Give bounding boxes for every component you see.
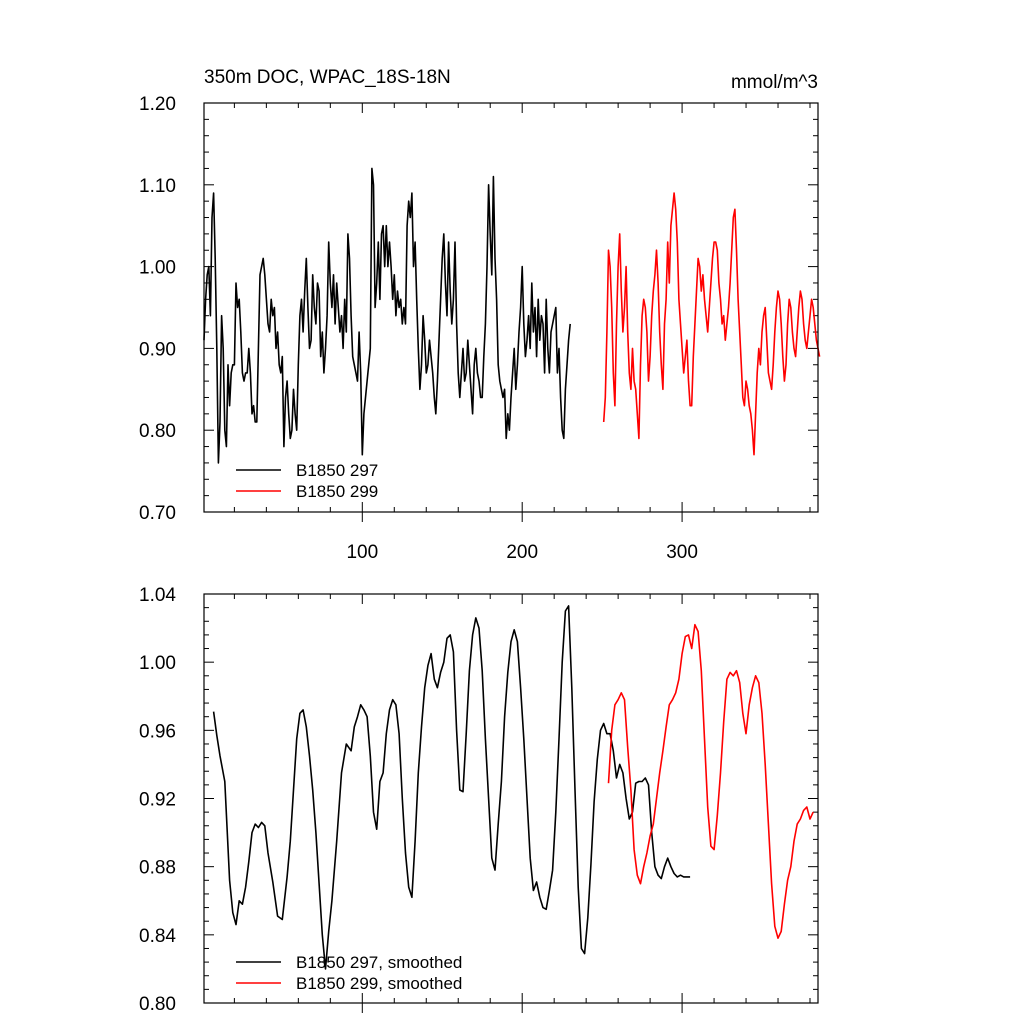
- series-line-b1850-297-smoothed: [212, 605, 691, 970]
- legend-label-b1850-299-smoothed: B1850 299, smoothed: [296, 974, 462, 993]
- top-panel-frame: [203, 102, 819, 513]
- bottom-panel: 0.80 0.84 0.88 0.92 0.96 1.00 1.04 B1850 297, …: [139, 585, 819, 1015]
- y-tick-label: 0.92: [139, 790, 176, 811]
- y-tick-label: 0.90: [139, 339, 176, 360]
- series-line-b1850-297: [203, 167, 571, 464]
- top-panel-series: [203, 167, 821, 464]
- series-line-b1850-299: [602, 192, 821, 456]
- x-tick-label: 100: [346, 542, 378, 563]
- bottom-panel-frame: [203, 593, 819, 1004]
- y-tick-label: 1.00: [139, 653, 176, 674]
- bottom-panel-legend: B1850 297, smoothed B1850 299, smoothed: [236, 953, 462, 993]
- top-panel-ticks: 0.70 0.80 0.90 1.00 1.10 1.20 100 200 300: [139, 94, 818, 563]
- top-panel: 350m DOC, WPAC_18S-18N mmol/m^3 0.70 0.80…: [139, 67, 821, 563]
- y-tick-label: 1.20: [139, 94, 176, 115]
- y-tick-label: 0.84: [139, 926, 176, 947]
- y-tick-label: 0.80: [139, 421, 176, 442]
- legend-label-b1850-297: B1850 297: [296, 461, 378, 480]
- top-panel-legend: B1850 297 B1850 299: [236, 461, 378, 501]
- y-tick-label: 0.80: [139, 994, 176, 1015]
- y-tick-label: 1.00: [139, 258, 176, 279]
- y-tick-label: 0.96: [139, 721, 176, 742]
- x-tick-label: 300: [666, 542, 698, 563]
- series-line-b1850-299-smoothed: [607, 623, 814, 940]
- y-tick-label: 1.10: [139, 176, 176, 197]
- legend-label-b1850-299: B1850 299: [296, 482, 378, 501]
- x-tick-label: 200: [506, 542, 538, 563]
- units-label: mmol/m^3: [731, 72, 818, 93]
- y-tick-label: 0.70: [139, 503, 176, 524]
- chart-title: 350m DOC, WPAC_18S-18N: [204, 67, 451, 88]
- y-tick-label: 1.04: [139, 585, 176, 606]
- legend-label-b1850-297-smoothed: B1850 297, smoothed: [296, 953, 462, 972]
- y-tick-label: 0.88: [139, 858, 176, 879]
- bottom-panel-series: [212, 605, 814, 970]
